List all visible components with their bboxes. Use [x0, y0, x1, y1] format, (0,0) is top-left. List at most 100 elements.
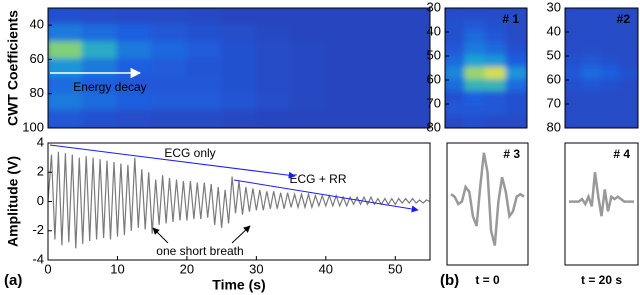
heatmap-cell: [290, 24, 327, 44]
heatmap-cell: [185, 109, 223, 128]
heatmap-cell: [220, 41, 258, 61]
heatmap-cell: [220, 24, 258, 44]
panel-title: # 3: [503, 147, 520, 161]
heatmap-cell: [290, 75, 327, 95]
y-tick-label: 30: [547, 0, 561, 14]
heatmap-cell: [185, 92, 223, 112]
x-axis-label: t = 20 s: [581, 273, 622, 287]
heatmap-cell: [359, 58, 397, 78]
heatmap-cell: [505, 19, 527, 33]
annotation: Energy decay: [73, 80, 146, 94]
heatmap-cell: [582, 31, 603, 45]
heatmap-cell: [394, 58, 430, 78]
heatmap-cell: [116, 58, 154, 78]
heatmap-cell: [324, 109, 362, 128]
y-tick-label: 4: [37, 134, 44, 149]
y-tick-label: 0: [37, 193, 44, 208]
heatmap-cell: [600, 31, 621, 45]
heatmap-cell: [600, 43, 621, 57]
heatmap-cell: [445, 103, 467, 117]
heatmap-cell: [485, 31, 508, 45]
heatmap-cells: [445, 8, 527, 128]
x-axis-label: t = 0: [475, 273, 500, 287]
heatmap-cell: [582, 43, 603, 57]
heatmap-cell: [464, 43, 487, 57]
panel: t = 20 s # 4: [564, 142, 639, 287]
heatmap-cell: [565, 91, 585, 105]
heatmap-cell: [255, 109, 293, 128]
heatmap-cell: [600, 55, 621, 69]
y-tick-label: 70: [427, 95, 441, 110]
panel-label: (b): [440, 272, 459, 289]
heatmap-cell: [394, 75, 430, 95]
plot-frame: [47, 7, 431, 129]
y-tick-label: 50: [547, 47, 561, 62]
heatmap-cell: [445, 55, 467, 69]
heatmap-cell: [48, 41, 84, 61]
heatmap-cell: [445, 67, 467, 81]
heatmap-cell: [151, 24, 188, 44]
heatmap-cell: [505, 103, 527, 117]
heatmap-cell: [582, 91, 603, 105]
heatmap-cell: [255, 8, 293, 27]
heatmap-cell: [48, 58, 84, 78]
heatmap-cell: [255, 92, 293, 112]
heatmap-cell: [81, 109, 119, 128]
heatmap-cell: [505, 91, 527, 105]
heatmap-cell: [485, 43, 508, 57]
y-tick-label: 50: [427, 47, 441, 62]
heatmap-cell: [464, 79, 487, 93]
heatmap-cell: [464, 19, 487, 33]
heatmap-cell: [618, 8, 638, 21]
arrow: [231, 225, 251, 244]
heatmap-cell: [464, 91, 487, 105]
heatmap-cell: [582, 67, 603, 81]
panel-title: # 4: [613, 147, 630, 161]
heatmap-cell: [394, 8, 430, 27]
heatmap-cell: [485, 79, 508, 93]
heatmap-cell: [290, 8, 327, 27]
y-tick-label: 80: [30, 85, 44, 100]
heatmap-cell: [618, 55, 638, 69]
heatmap-cell: [359, 75, 397, 95]
plot-frame: [564, 142, 639, 266]
heatmap-cell: [324, 41, 362, 61]
heatmap-cell: [394, 41, 430, 61]
heatmap-cell: [485, 115, 508, 128]
heatmap-cell: [600, 115, 621, 128]
heatmap-cell: [359, 24, 397, 44]
x-tick-label: 40: [319, 261, 333, 276]
heatmap-cell: [485, 8, 508, 21]
heatmap-cell: [464, 67, 487, 81]
y-tick-label: 40: [547, 23, 561, 38]
heatmap-cell: [290, 109, 327, 128]
x-tick-label: 10: [110, 261, 124, 276]
heatmap-cell: [255, 58, 293, 78]
annotation: ECG only: [164, 146, 215, 160]
heatmap-cell: [485, 19, 508, 33]
heatmap-cell: [464, 55, 487, 69]
heatmap-cell: [290, 58, 327, 78]
plot-frame: [446, 142, 529, 266]
heatmap-cell: [565, 79, 585, 93]
heatmap-cell: [359, 41, 397, 61]
heatmap-cell: [185, 24, 223, 44]
heatmap-cell: [81, 24, 119, 44]
heatmap-cell: [290, 41, 327, 61]
data-line: [569, 172, 634, 217]
heatmap-cell: [255, 41, 293, 61]
heatmap-cell: [464, 31, 487, 45]
panel-title: #2: [617, 12, 631, 26]
heatmap-cell: [485, 91, 508, 105]
heatmap-cell: [81, 41, 119, 61]
heatmap-cell: [600, 91, 621, 105]
heatmap-cell: [81, 92, 119, 112]
y-tick-label: 80: [547, 119, 561, 134]
heatmap-cells: [48, 8, 430, 128]
annotation: one short breath: [156, 244, 243, 258]
heatmap-cell: [600, 8, 621, 21]
y-tick-label: 80: [427, 119, 441, 134]
heatmap-cell: [464, 115, 487, 128]
